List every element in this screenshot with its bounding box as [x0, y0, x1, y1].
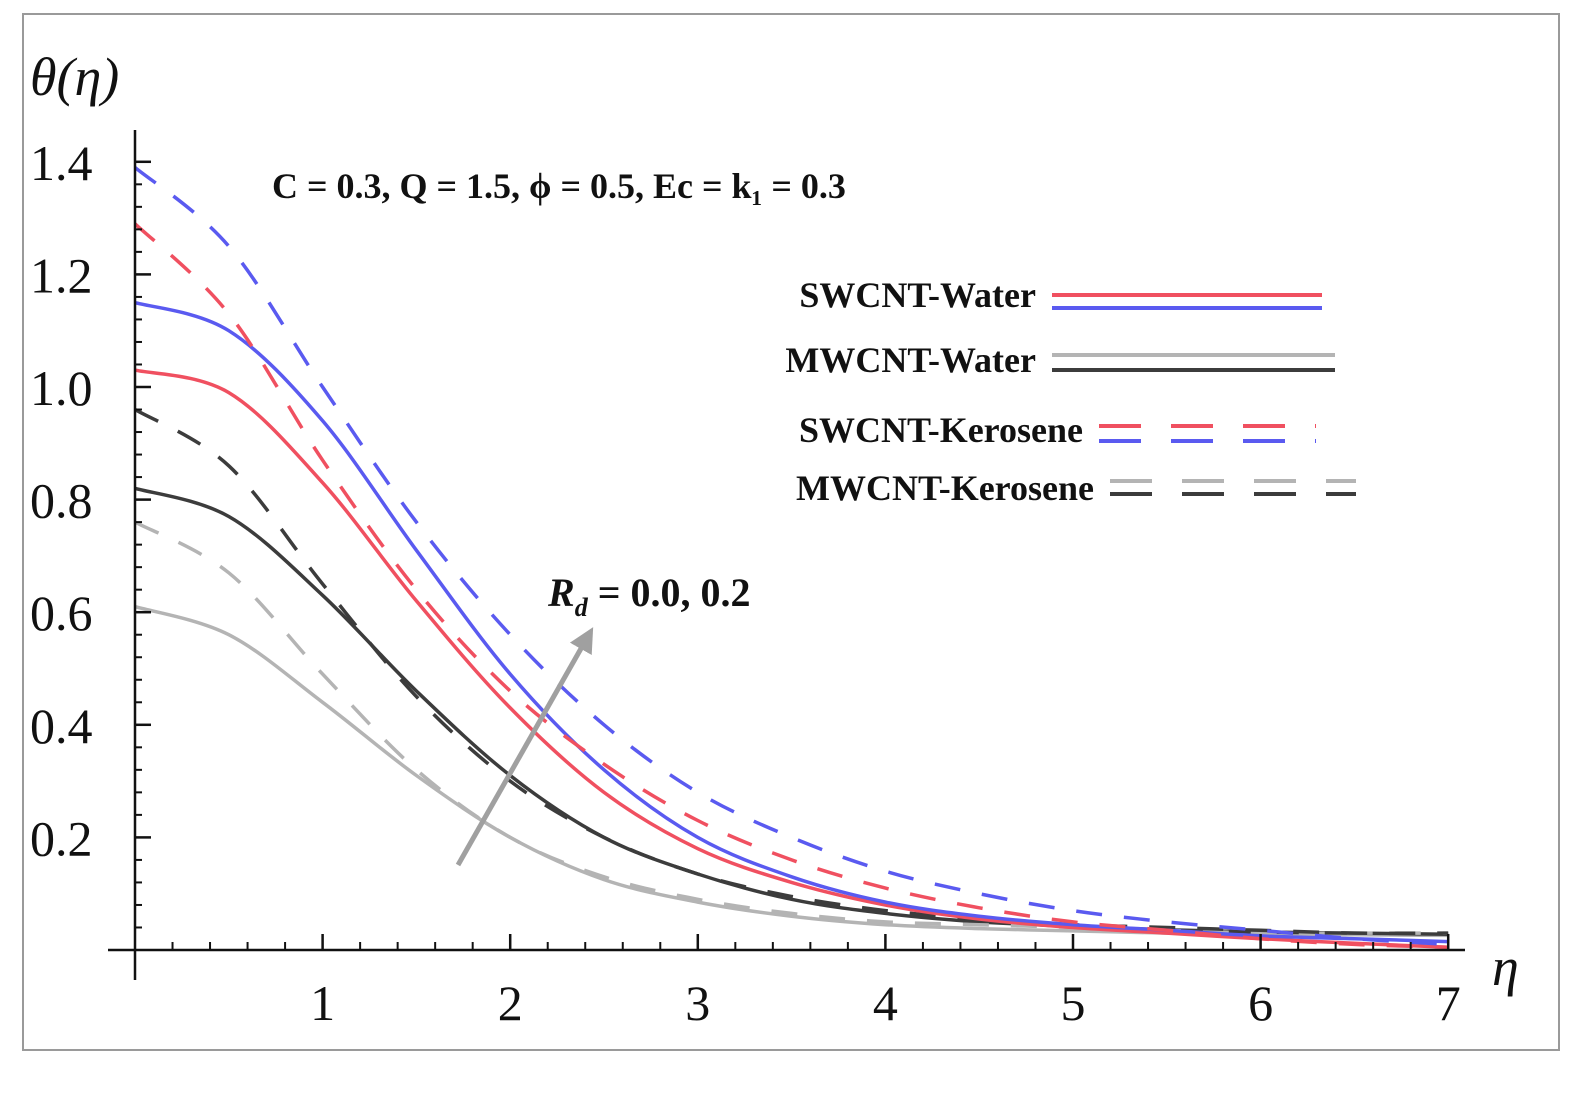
series-line-3 [134, 520, 1449, 936]
y-tick-label: 1.4 [30, 135, 93, 191]
x-tick-label: 4 [873, 975, 898, 1031]
axis-ticks: 1 2 3 4 5 6 7 0.2 0.4 0.6 0.8 1.0 1.2 1.4 [30, 135, 1461, 1031]
y-tick-label: 0.4 [30, 698, 93, 754]
x-tick-label: 2 [498, 975, 523, 1031]
x-tick-label: 1 [310, 975, 335, 1031]
rd-annotation: Rd = 0.0, 0.2 [547, 570, 750, 622]
rd-increase-arrow [455, 627, 594, 867]
parameters-annotation: C = 0.3, Q = 1.5, ϕ = 0.5, Ec = k₁ = 0.3 [272, 166, 846, 206]
series-line-7 [133, 222, 1449, 949]
x-tick-label: 3 [685, 975, 710, 1031]
rd-symbol: R [547, 570, 575, 615]
legend: SWCNT-Water MWCNT-Water SWCNT-Kerosene MWCN… [785, 275, 1356, 508]
x-tick-label: 7 [1436, 975, 1461, 1031]
y-tick-label: 0.2 [30, 810, 93, 866]
legend-label: MWCNT-Water [785, 340, 1036, 380]
rd-subscript: d [575, 593, 589, 622]
y-tick-label: 0.6 [30, 585, 93, 641]
y-tick-label: 1.0 [30, 360, 93, 416]
series-line-8 [133, 166, 1449, 947]
y-tick-label: 1.2 [30, 247, 93, 303]
y-axis-title: θ(η) [30, 47, 119, 107]
y-tick-label: 0.8 [30, 473, 93, 529]
rd-values: = 0.0, 0.2 [588, 570, 751, 615]
legend-label: MWCNT-Kerosene [796, 468, 1094, 508]
x-tick-label: 5 [1061, 975, 1086, 1031]
legend-label: SWCNT-Kerosene [799, 410, 1083, 450]
legend-label: SWCNT-Water [799, 275, 1036, 315]
x-tick-label: 6 [1248, 975, 1273, 1031]
series-line-4 [134, 407, 1449, 936]
series-curves [133, 166, 1449, 949]
x-axis-title: η [1492, 937, 1519, 997]
series-line-1 [134, 604, 1449, 938]
